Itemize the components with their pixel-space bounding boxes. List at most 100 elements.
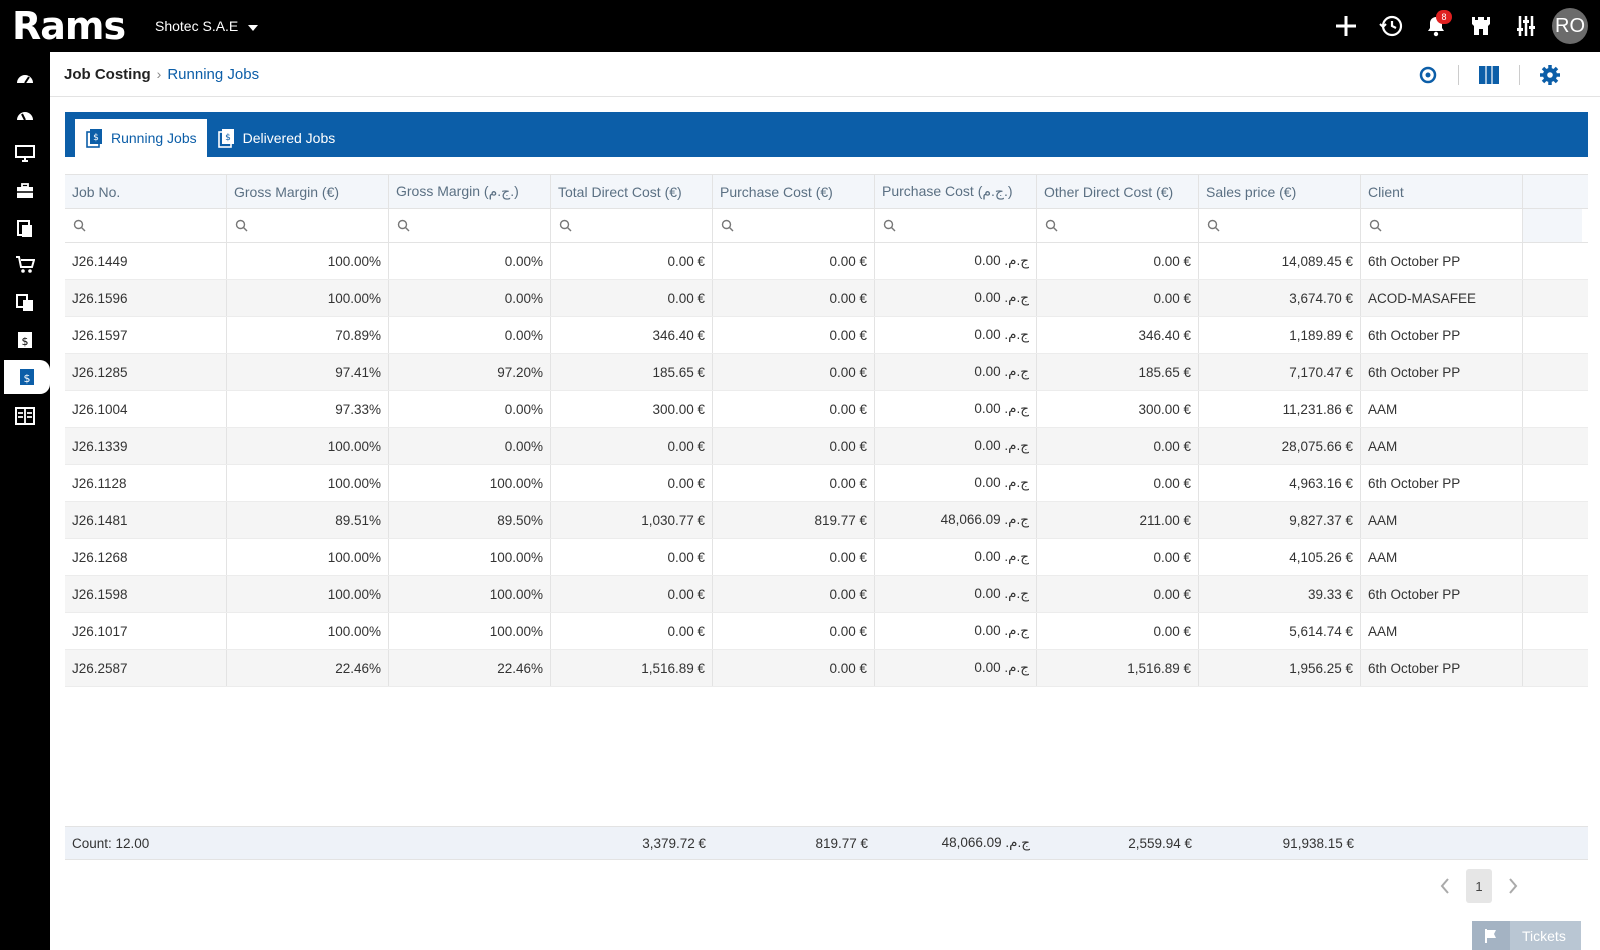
nav-cart[interactable] xyxy=(0,248,50,282)
table-row[interactable]: J26.1597 70.89% 0.00% 346.40 €0.00 € ج.م. 0.… xyxy=(65,317,1588,354)
tickets-button[interactable]: Tickets xyxy=(1472,921,1581,950)
table-cell: 211.00 € xyxy=(1037,502,1199,538)
column-filter-input[interactable] xyxy=(389,209,551,242)
table-cell: 6th October PP xyxy=(1361,243,1523,279)
search-icon xyxy=(721,219,734,232)
table-cell: 0.00% xyxy=(389,243,551,279)
settings-button[interactable] xyxy=(1520,52,1580,97)
table-row[interactable]: J26.1285 97.41% 97.20% 185.65 €0.00 € ج.م. 0… xyxy=(65,354,1588,391)
caret-down-icon xyxy=(248,25,259,31)
filter-spacer xyxy=(1523,209,1582,242)
nav-monitor[interactable] xyxy=(0,136,50,170)
table-cell: 0.00 € xyxy=(713,576,875,612)
user-avatar[interactable]: RO xyxy=(1552,8,1588,44)
table-row[interactable]: J26.1339 100.00% 0.00% 0.00 €0.00 € ج.م. 0.0… xyxy=(65,428,1588,465)
column-header[interactable]: Other Direct Cost (€) xyxy=(1037,175,1199,208)
nav-briefcase[interactable] xyxy=(0,174,50,208)
table-row[interactable]: J26.1268 100.00% 100.00% 0.00 €0.00 € ج.م. 0… xyxy=(65,539,1588,576)
jobs-grid: Job No. Gross Margin (€) Gross Margin (ج… xyxy=(65,174,1588,687)
table-row[interactable]: J26.1596 100.00% 0.00% 0.00 €0.00 € ج.م. 0.0… xyxy=(65,280,1588,317)
castle-button[interactable] xyxy=(1458,0,1503,52)
table-cell: 89.50% xyxy=(389,502,551,538)
column-filter-input[interactable] xyxy=(1199,209,1361,242)
monitor-icon xyxy=(15,145,35,162)
nav-dashboard-2[interactable] xyxy=(0,98,50,132)
column-filter-input[interactable] xyxy=(551,209,713,242)
summary-count: Count: 12.00 xyxy=(72,835,150,851)
tab-delivered-jobs[interactable]: $ Delivered Jobs xyxy=(207,119,346,157)
settings-sliders-button[interactable] xyxy=(1503,0,1548,52)
column-filter-input[interactable] xyxy=(65,209,227,242)
nav-job-costing[interactable]: $ xyxy=(4,360,50,394)
table-cell: 100.00% xyxy=(227,280,389,316)
table-cell: 0.00 € xyxy=(713,465,875,501)
company-selector[interactable]: Shotec S.A.E xyxy=(155,18,259,34)
job-dollar-icon: $ xyxy=(217,129,234,148)
table-row[interactable]: J26.1598 100.00% 100.00% 0.00 €0.00 € ج.م. 0… xyxy=(65,576,1588,613)
prev-page-button[interactable] xyxy=(1430,869,1460,903)
breadcrumb-current: Running Jobs xyxy=(167,65,260,83)
column-filter-input[interactable] xyxy=(1037,209,1199,242)
table-cell: J26.1449 xyxy=(65,243,227,279)
table-cell: ج.م. 0.00 xyxy=(875,428,1037,464)
table-row[interactable]: J26.1481 89.51% 89.50% 1,030.77 €819.77 € ج.… xyxy=(65,502,1588,539)
column-filter-input[interactable] xyxy=(713,209,875,242)
add-button[interactable] xyxy=(1323,0,1368,52)
pagination: 1 xyxy=(1430,869,1528,903)
column-header[interactable]: Purchase Cost (ج.م.) xyxy=(875,175,1037,208)
table-row[interactable]: J26.1017 100.00% 100.00% 0.00 €0.00 € ج.م. 0… xyxy=(65,613,1588,650)
sliders-icon xyxy=(1516,16,1535,36)
table-cell: 0.00% xyxy=(389,280,551,316)
table-row[interactable]: J26.1449 100.00% 0.00% 0.00 €0.00 € ج.م. 0.0… xyxy=(65,243,1588,280)
row-spacer xyxy=(1523,650,1582,686)
table-cell: 6th October PP xyxy=(1361,576,1523,612)
table-row[interactable]: J26.1004 97.33% 0.00% 300.00 €0.00 € ج.م. 0.… xyxy=(65,391,1588,428)
nav-reports[interactable] xyxy=(0,399,50,433)
divider xyxy=(1519,64,1520,85)
column-header[interactable]: Job No. xyxy=(65,175,227,208)
breadcrumb-root[interactable]: Job Costing xyxy=(64,65,151,83)
refresh-button[interactable] xyxy=(1398,52,1458,97)
table-row[interactable]: J26.2587 22.46% 22.46% 1,516.89 €0.00 € ج.م.… xyxy=(65,650,1588,687)
table-cell: 0.00 € xyxy=(551,539,713,575)
table-cell: 1,189.89 € xyxy=(1199,317,1361,353)
page-number[interactable]: 1 xyxy=(1466,869,1492,903)
flag-icon xyxy=(1485,928,1496,943)
column-filter-input[interactable] xyxy=(1361,209,1523,242)
table-cell: 100.00% xyxy=(227,576,389,612)
table-cell: 0.00 € xyxy=(713,317,875,353)
nav-files[interactable] xyxy=(0,286,50,320)
column-filter-input[interactable] xyxy=(875,209,1037,242)
plus-icon xyxy=(1335,16,1356,36)
column-filter-input[interactable] xyxy=(227,209,389,242)
gear-icon xyxy=(1540,64,1560,85)
nav-documents[interactable] xyxy=(0,212,50,246)
notifications-button[interactable]: 8 xyxy=(1413,0,1458,52)
column-header[interactable]: Purchase Cost (€) xyxy=(713,175,875,208)
app-logo[interactable]: Rams xyxy=(0,0,140,52)
table-cell: 100.00% xyxy=(227,613,389,649)
nav-invoices[interactable]: $ xyxy=(0,323,50,357)
table-row[interactable]: J26.1128 100.00% 100.00% 0.00 €0.00 € ج.م. 0… xyxy=(65,465,1588,502)
table-cell: 0.00 € xyxy=(551,428,713,464)
table-cell: 0.00 € xyxy=(713,354,875,390)
column-header[interactable]: Gross Margin (€) xyxy=(227,175,389,208)
column-header[interactable]: Sales price (€) xyxy=(1199,175,1361,208)
table-cell: 0.00% xyxy=(389,391,551,427)
column-header[interactable]: Total Direct Cost (€) xyxy=(551,175,713,208)
history-button[interactable] xyxy=(1368,0,1413,52)
column-header[interactable]: Gross Margin (ج.م.) xyxy=(389,175,551,208)
nav-dashboard[interactable] xyxy=(0,61,50,95)
table-cell: 0.00% xyxy=(389,317,551,353)
table-cell: 97.33% xyxy=(227,391,389,427)
tab-running-jobs[interactable]: $ Running Jobs xyxy=(75,119,207,157)
table-cell: 100.00% xyxy=(227,428,389,464)
columns-button[interactable] xyxy=(1459,52,1519,97)
table-cell: J26.1481 xyxy=(65,502,227,538)
table-cell: 0.00 € xyxy=(1037,576,1199,612)
next-page-button[interactable] xyxy=(1498,869,1528,903)
column-header[interactable]: Client xyxy=(1361,175,1523,208)
table-cell: 100.00% xyxy=(389,465,551,501)
search-icon xyxy=(1369,219,1382,232)
table-cell: 0.00 € xyxy=(713,428,875,464)
